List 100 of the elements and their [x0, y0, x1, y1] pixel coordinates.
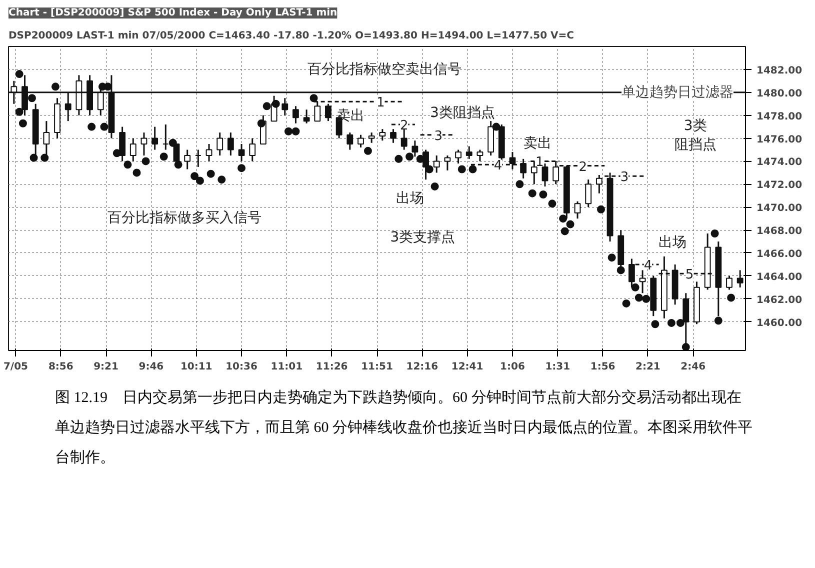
annotation: 1 — [535, 155, 544, 170]
chart-subtitle: DSP200009 LAST-1 min 07/05/2000 C=1463.40 -17.80 -1.20% O=1493.80 H=1494.00 L=1477.50 V=C — [8, 30, 574, 42]
point — [528, 189, 536, 198]
x-tick-label: 10:36 — [226, 362, 258, 372]
point — [15, 108, 24, 116]
candlestick — [368, 132, 375, 144]
x-tick-label: 1:56 — [590, 362, 616, 372]
point — [142, 157, 150, 166]
point — [272, 100, 280, 108]
point — [622, 299, 630, 308]
point — [124, 160, 132, 169]
candlestick — [184, 148, 191, 170]
point — [458, 165, 466, 174]
point — [196, 176, 204, 185]
point — [206, 170, 215, 178]
x-tick-label: 12:41 — [451, 362, 484, 372]
point — [682, 343, 690, 350]
annotation: 3类阻挡点 — [674, 118, 716, 154]
point — [394, 154, 403, 163]
y-tick-label: 1462.00 — [756, 294, 802, 306]
point — [406, 152, 414, 161]
annotation: 出场 — [658, 234, 687, 251]
y-tick-label: 1470.00 — [756, 203, 802, 214]
point — [631, 283, 640, 292]
candlestick — [238, 143, 245, 162]
point — [430, 182, 439, 190]
point — [112, 149, 121, 158]
candlestick — [303, 108, 310, 124]
point — [132, 168, 141, 177]
point — [634, 294, 643, 302]
point — [28, 94, 36, 102]
x-tick-label: 10:11 — [180, 362, 212, 372]
x-tick-label: 8:56 — [48, 362, 74, 372]
candlestick — [585, 178, 592, 208]
candlestick — [639, 269, 646, 294]
annotation: 2 — [578, 160, 588, 175]
x-tick-label: 12:16 — [406, 362, 438, 372]
annotation: 4 — [494, 158, 502, 174]
y-tick-label: 1464.00 — [756, 272, 802, 283]
point — [539, 190, 548, 198]
candlestick — [194, 148, 202, 168]
y-tick-label: 1476.00 — [756, 134, 802, 146]
annotation: 2 — [400, 118, 408, 134]
x-tick-label: 2:21 — [636, 362, 660, 372]
point — [100, 122, 108, 131]
annotation: 3 — [620, 170, 629, 186]
point — [676, 318, 684, 327]
point — [566, 220, 574, 228]
point — [51, 82, 60, 91]
point — [310, 94, 318, 102]
candlestick — [455, 148, 462, 164]
annotation: 3类支撑点 — [390, 230, 456, 246]
point — [608, 254, 616, 262]
point — [238, 164, 246, 172]
x-tick-label: 9:21 — [94, 362, 119, 372]
point — [492, 122, 500, 131]
annotation: 4 — [644, 258, 652, 274]
candlestick — [574, 200, 581, 220]
point — [596, 205, 605, 214]
point — [727, 294, 736, 302]
y-tick-label: 1468.00 — [756, 226, 802, 238]
annotation: 卖出 — [524, 135, 552, 152]
annotation: 3 — [434, 128, 443, 144]
x-tick-label: 11:26 — [316, 362, 348, 372]
annotation: 百分比指标做多买入信号 — [108, 210, 262, 226]
x-tick-label: 2:46 — [680, 362, 706, 372]
y-tick-label: 1472.00 — [756, 180, 802, 192]
y-tick-label: 1474.00 — [756, 157, 802, 168]
caption: 图 12.19 日内交易第一步把日内走势确定为下跌趋势倾向。60 分钟时间节点前大部分交易活动都出现在单边趋势日过滤器水平线下方，而且第 60 分钟棒线收盘价也接近当时日内最低点的位置。本图采用软件平台制作。 — [55, 388, 754, 468]
point — [262, 102, 271, 110]
y-tick-label: 1482.00 — [756, 65, 802, 76]
point — [30, 154, 38, 162]
candlestick — [390, 128, 396, 144]
candlestick — [476, 148, 484, 162]
annotation: 百分比指标做空卖出信号 — [307, 61, 462, 78]
annotation: 5 — [685, 268, 694, 283]
x-tick-label: 1:06 — [500, 362, 525, 372]
annotation: 卖出 — [336, 108, 364, 124]
point — [190, 172, 199, 180]
point — [292, 127, 300, 136]
y-tick-label: 1478.00 — [756, 111, 802, 122]
x-tick-label: 1:31 — [545, 362, 570, 372]
y-tick-label: 1480.00 — [756, 88, 802, 100]
point — [257, 119, 266, 128]
candlestick — [736, 269, 744, 288]
point — [714, 316, 722, 325]
point — [710, 229, 719, 238]
candlestick — [249, 138, 256, 162]
candlestick — [358, 134, 364, 148]
x-tick-label: 11:51 — [361, 362, 393, 372]
point — [560, 227, 569, 236]
annotation: 3类阻挡点 — [430, 104, 495, 121]
point — [642, 294, 650, 303]
point — [559, 214, 568, 223]
candlestick — [227, 132, 234, 156]
x-tick-label: 9:46 — [138, 362, 164, 372]
point — [18, 119, 27, 128]
candlestick — [292, 105, 299, 124]
candlestick — [726, 275, 732, 290]
point — [174, 160, 182, 169]
